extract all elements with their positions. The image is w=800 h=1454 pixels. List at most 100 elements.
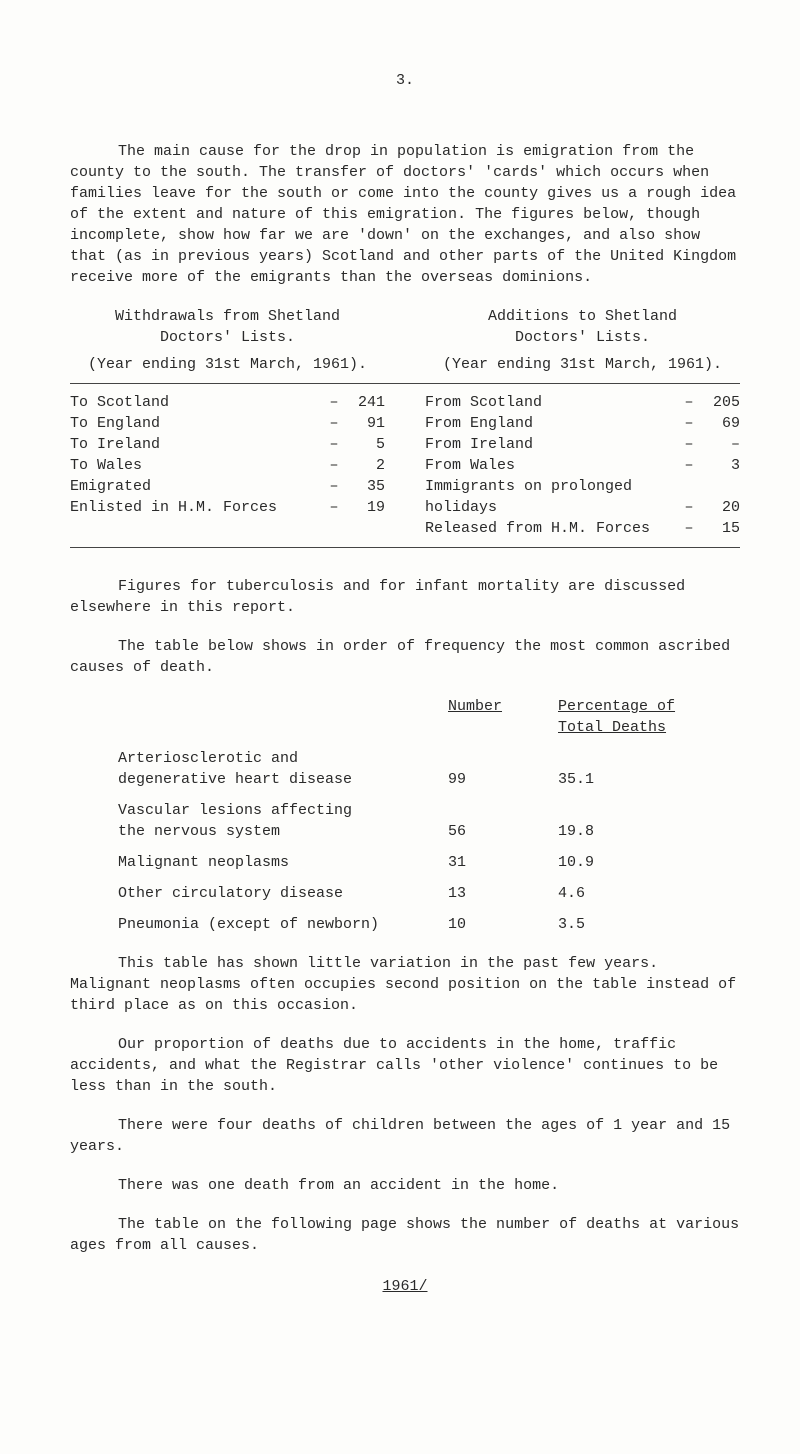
year-continuation: 1961/ — [70, 1276, 740, 1297]
causes-row: Arteriosclerotic and degenerative heart … — [118, 748, 740, 790]
document-page: 3. The main cause for the drop in popula… — [0, 0, 800, 1454]
paragraph-2: Figures for tuberculosis and for infant … — [70, 576, 740, 618]
row-value: 241 — [343, 392, 385, 413]
cause-name-line2: degenerative heart disease — [118, 769, 448, 790]
row-dash: – — [680, 497, 698, 518]
row-value: 20 — [698, 497, 740, 518]
row-dash: – — [680, 455, 698, 476]
paragraph-7: There was one death from an accident in … — [70, 1175, 740, 1196]
table-row: To England – 91 — [70, 413, 385, 434]
row-label: Emigrated — [70, 476, 325, 497]
tables-body: To Scotland – 241 To England – 91 To Ire… — [70, 392, 740, 539]
additions-column: From Scotland – 205 From England – 69 Fr… — [425, 392, 740, 539]
header-pct-1: Percentage of — [558, 698, 675, 715]
row-dash: – — [325, 476, 343, 497]
row-value: 35 — [343, 476, 385, 497]
additions-subtitle: (Year ending 31st March, 1961). — [425, 354, 740, 375]
row-value: 15 — [698, 518, 740, 539]
withdrawals-column: To Scotland – 241 To England – 91 To Ire… — [70, 392, 385, 539]
table-rule-bottom — [70, 547, 740, 548]
cause-number: 13 — [448, 883, 558, 904]
row-value: 205 — [698, 392, 740, 413]
row-label: To Wales — [70, 455, 325, 476]
cause-pct: 4.6 — [558, 883, 708, 904]
withdrawals-header: Withdrawals from Shetland Doctors' Lists… — [70, 306, 385, 375]
causes-row: Pneumonia (except of newborn) 10 3.5 — [118, 914, 740, 935]
row-dash: – — [680, 413, 698, 434]
row-value: 19 — [343, 497, 385, 518]
row-value: 91 — [343, 413, 385, 434]
row-value: 2 — [343, 455, 385, 476]
table-row: To Scotland – 241 — [70, 392, 385, 413]
withdrawals-title-2: Doctors' Lists. — [70, 327, 385, 348]
causes-header: Number Percentage of Total Deaths — [118, 696, 740, 738]
table-rule-top — [70, 383, 740, 384]
paragraph-1: The main cause for the drop in populatio… — [70, 141, 740, 288]
year-link-text: 1961/ — [382, 1278, 427, 1295]
paragraph-5: Our proportion of deaths due to accident… — [70, 1034, 740, 1097]
row-dash: – — [680, 434, 698, 455]
page-number: 3. — [70, 70, 740, 91]
header-number: Number — [448, 698, 502, 715]
cause-name-line2: the nervous system — [118, 821, 448, 842]
paragraph-6: There were four deaths of children betwe… — [70, 1115, 740, 1157]
cause-name-line2: Malignant neoplasms — [118, 852, 448, 873]
row-dash: – — [680, 392, 698, 413]
withdrawals-subtitle: (Year ending 31st March, 1961). — [70, 354, 385, 375]
cause-name-line2: Pneumonia (except of newborn) — [118, 914, 448, 935]
row-value: 69 — [698, 413, 740, 434]
header-pct-2: Total Deaths — [558, 719, 666, 736]
table-row: From Wales – 3 — [425, 455, 740, 476]
row-label: Released from H.M. Forces — [425, 518, 680, 539]
row-value: 3 — [698, 455, 740, 476]
cause-number: 99 — [448, 769, 558, 790]
row-label: From Wales — [425, 455, 680, 476]
table-row: From England – 69 — [425, 413, 740, 434]
cause-pct: 35.1 — [558, 769, 708, 790]
table-row: To Wales – 2 — [70, 455, 385, 476]
causes-row: Malignant neoplasms 31 10.9 — [118, 852, 740, 873]
withdrawals-title-1: Withdrawals from Shetland — [70, 306, 385, 327]
cause-name-line1: Vascular lesions affecting — [118, 800, 448, 821]
table-row: Emigrated – 35 — [70, 476, 385, 497]
paragraph-3: The table below shows in order of freque… — [70, 636, 740, 678]
table-row: Immigrants on prolonged — [425, 476, 740, 497]
row-label: From Ireland — [425, 434, 680, 455]
table-row: Released from H.M. Forces – 15 — [425, 518, 740, 539]
row-label: holidays — [425, 497, 680, 518]
table-row: From Ireland – – — [425, 434, 740, 455]
row-dash: – — [325, 497, 343, 518]
row-value: 5 — [343, 434, 385, 455]
cause-pct: 19.8 — [558, 821, 708, 842]
row-label: From England — [425, 413, 680, 434]
causes-table: Number Percentage of Total Deaths Arteri… — [118, 696, 740, 935]
row-dash: – — [680, 518, 698, 539]
cause-number: 56 — [448, 821, 558, 842]
cause-name-line2: Other circulatory disease — [118, 883, 448, 904]
cause-number: 31 — [448, 852, 558, 873]
cause-pct: 10.9 — [558, 852, 708, 873]
row-label: To Scotland — [70, 392, 325, 413]
table-row: holidays – 20 — [425, 497, 740, 518]
row-label: Immigrants on prolonged — [425, 476, 680, 497]
cause-number: 10 — [448, 914, 558, 935]
paragraph-8: The table on the following page shows th… — [70, 1214, 740, 1256]
row-dash: – — [325, 455, 343, 476]
additions-title-1: Additions to Shetland — [425, 306, 740, 327]
row-label: From Scotland — [425, 392, 680, 413]
cause-name-line1: Arteriosclerotic and — [118, 748, 448, 769]
row-dash: – — [325, 434, 343, 455]
paragraph-4: This table has shown little variation in… — [70, 953, 740, 1016]
cause-pct: 3.5 — [558, 914, 708, 935]
table-row: Enlisted in H.M. Forces – 19 — [70, 497, 385, 518]
row-dash: – — [325, 392, 343, 413]
table-row: From Scotland – 205 — [425, 392, 740, 413]
row-label: To England — [70, 413, 325, 434]
additions-header: Additions to Shetland Doctors' Lists. (Y… — [425, 306, 740, 375]
causes-row: Vascular lesions affecting the nervous s… — [118, 800, 740, 842]
row-value: – — [698, 434, 740, 455]
tables-header-row: Withdrawals from Shetland Doctors' Lists… — [70, 306, 740, 375]
causes-row: Other circulatory disease 13 4.6 — [118, 883, 740, 904]
row-label: To Ireland — [70, 434, 325, 455]
additions-title-2: Doctors' Lists. — [425, 327, 740, 348]
